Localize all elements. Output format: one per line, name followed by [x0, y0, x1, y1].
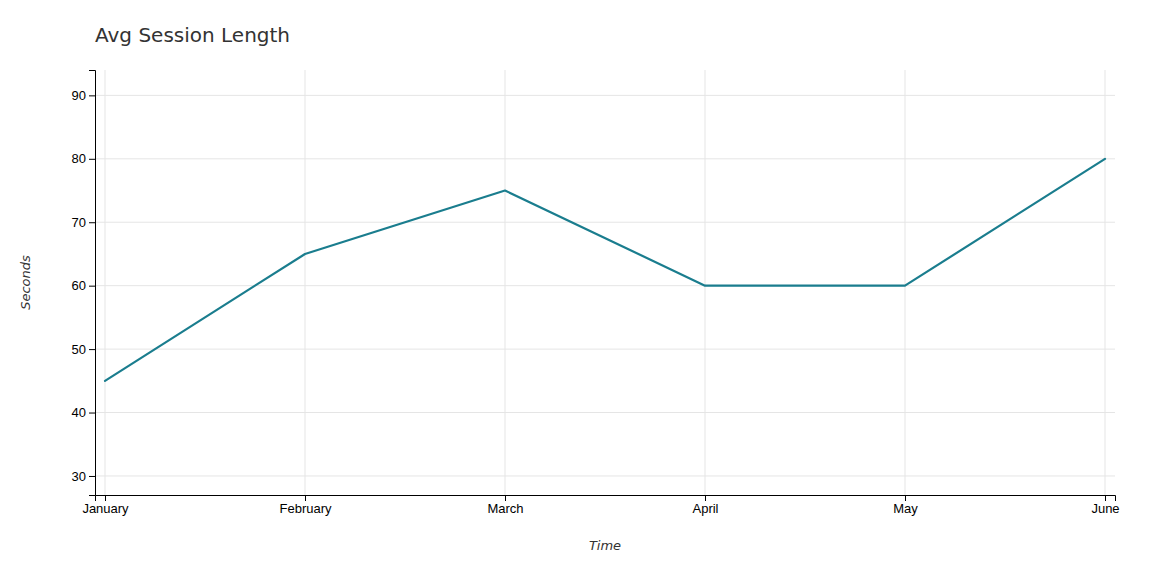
y-tick: 30	[72, 469, 95, 484]
grid-line-y	[95, 349, 1115, 350]
y-tick-label: 70	[72, 215, 86, 230]
y-tick-label: 60	[72, 278, 86, 293]
grid-line-x	[305, 70, 306, 495]
x-tick-label: June	[1091, 501, 1119, 516]
y-tick: 80	[72, 151, 95, 166]
y-tick-label: 90	[72, 88, 86, 103]
x-tick-mark	[1105, 495, 1106, 501]
chart: January February March April May June 30 40 50 60…	[0, 0, 1175, 575]
x-tick: March	[487, 495, 523, 516]
x-tick-mark	[305, 495, 306, 501]
x-tick-label: January	[82, 501, 129, 516]
y-tick: 90	[72, 88, 95, 103]
x-tick-mark	[505, 495, 506, 501]
title: Avg Session Length	[95, 23, 290, 47]
y-tick-mark	[89, 349, 95, 350]
grid-line-y	[95, 412, 1115, 413]
x-tick-mark	[705, 495, 706, 501]
x-tick-mark	[105, 495, 106, 501]
y-tick-mark	[89, 159, 95, 160]
y-tick-mark	[89, 222, 95, 223]
y-tick: 70	[72, 215, 95, 230]
grid-line-x	[1105, 70, 1106, 495]
y-tick-label: 40	[72, 405, 86, 420]
grid-line-y	[95, 285, 1115, 286]
x-tick: April	[692, 495, 718, 516]
x-tick: May	[893, 495, 918, 516]
y-tick-label: 80	[72, 151, 86, 166]
y-tick-mark	[89, 286, 95, 287]
y-tick: 50	[72, 342, 95, 357]
x-tick-label: February	[279, 501, 332, 516]
y-tick-label: 30	[72, 469, 86, 484]
marks	[105, 159, 1105, 381]
y-tick-mark	[89, 413, 95, 414]
grid-line-x	[705, 70, 706, 495]
y-tick-mark	[89, 95, 95, 96]
y-tick: 40	[72, 405, 95, 420]
x-axis-title: Time	[589, 538, 621, 553]
grid-line-x	[105, 70, 106, 495]
grid-line-x	[905, 70, 906, 495]
grid-line-y	[95, 222, 1115, 223]
y-axis: 30 40 50 60 70 80 90	[72, 71, 96, 496]
x-tick-label: May	[893, 501, 918, 516]
x-tick: June	[1091, 495, 1119, 516]
y-tick: 60	[72, 278, 95, 293]
x-tick-label: March	[487, 501, 523, 516]
grid-line-x	[505, 70, 506, 495]
x-axis-line	[96, 496, 1116, 502]
y-axis-line	[89, 71, 96, 496]
grid	[95, 70, 1115, 495]
plot-area: January February March April May June 30 40 50 60…	[72, 70, 1120, 516]
line	[105, 159, 1105, 381]
grid-line-y	[95, 158, 1115, 159]
grid-line-y	[95, 95, 1115, 96]
x-tick: February	[279, 495, 332, 516]
x-tick: January	[82, 495, 129, 516]
y-tick-mark	[89, 476, 95, 477]
y-tick-label: 50	[72, 342, 86, 357]
grid-line-y	[95, 475, 1115, 476]
x-tick-mark	[905, 495, 906, 501]
y-axis-title: Seconds	[18, 255, 33, 310]
x-tick-label: April	[692, 501, 718, 516]
x-axis: January February March April May June	[82, 495, 1119, 516]
